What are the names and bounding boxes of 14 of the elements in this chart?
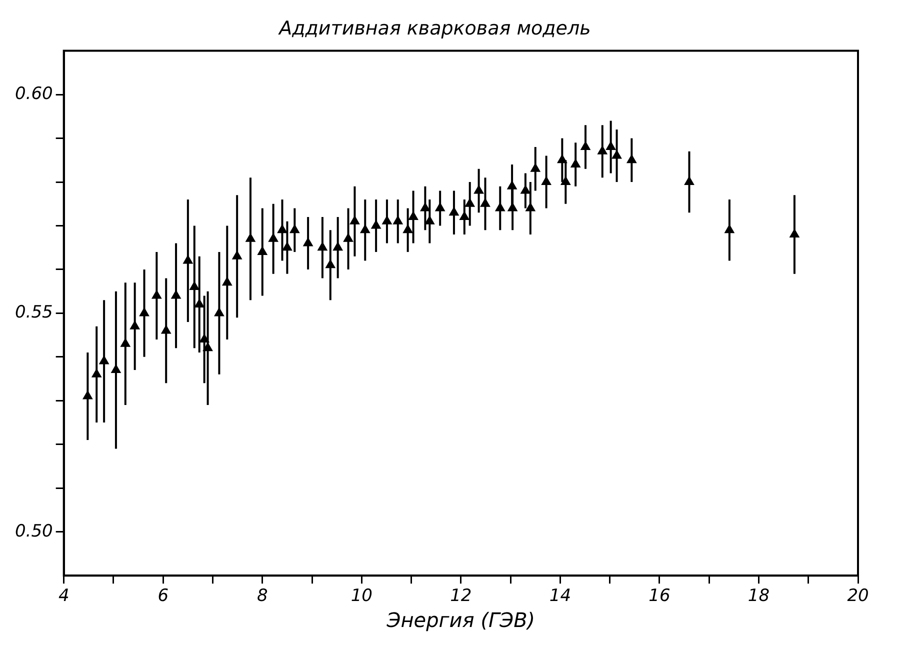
x-tick-label: 14: [549, 586, 572, 606]
x-tick-label: 6: [158, 586, 169, 606]
x-tick-label: 18: [748, 586, 770, 606]
x-tick-label: 20: [847, 586, 869, 606]
x-tick-label: 12: [450, 586, 472, 606]
x-tick-label: 16: [648, 586, 670, 606]
y-tick-label: 0.60: [14, 84, 53, 104]
chart-title: Аддитивная кварковая модель: [277, 17, 591, 40]
x-axis-title: Энергия (ГЭВ): [386, 608, 536, 632]
y-tick-label: 0.50: [14, 521, 53, 542]
x-tick-label: 8: [256, 586, 268, 606]
x-tick-label: 4: [58, 586, 70, 606]
x-tick-label: 10: [350, 586, 372, 606]
y-tick-label: 0.55: [14, 302, 53, 323]
